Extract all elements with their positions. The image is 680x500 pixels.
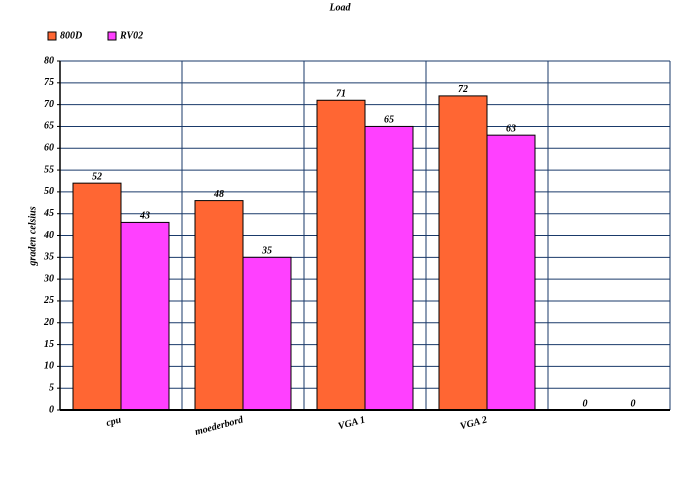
data-label: 71 [336, 89, 346, 100]
data-label: 72 [458, 84, 468, 95]
legend-swatch [107, 31, 117, 41]
y-axis-label: graden celsius [27, 206, 38, 266]
y-tick-label: 75 [44, 77, 54, 88]
x-tick-label: VGA 2 [459, 414, 488, 432]
x-tick-label: cpu [105, 414, 123, 429]
data-label: 43 [139, 211, 150, 222]
y-tick-label: 80 [44, 55, 54, 66]
y-tick-label: 30 [43, 273, 54, 284]
y-tick-label: 60 [44, 143, 54, 154]
y-tick-label: 0 [49, 404, 54, 415]
data-label: 48 [213, 189, 224, 200]
y-tick-label: 70 [44, 99, 54, 110]
bar [486, 134, 536, 411]
legend-swatch [47, 31, 57, 41]
bar [364, 125, 414, 411]
y-tick-label: 20 [43, 317, 54, 328]
data-label: 52 [92, 171, 102, 182]
legend-label: RV02 [119, 30, 143, 41]
chart-title: Load [328, 2, 351, 13]
y-tick-label: 45 [43, 208, 54, 219]
data-label: 65 [384, 115, 394, 126]
y-tick-label: 15 [44, 339, 54, 350]
y-tick-label: 25 [43, 295, 54, 306]
y-tick-label: 10 [44, 361, 54, 372]
data-label: 0 [631, 398, 636, 409]
y-tick-label: 5 [49, 382, 54, 393]
y-tick-label: 50 [44, 186, 54, 197]
data-label: 63 [506, 123, 516, 134]
bar [316, 99, 366, 411]
bar [194, 200, 244, 411]
legend-label: 800D [60, 30, 82, 41]
x-tick-label: moederbord [194, 414, 246, 438]
y-tick-label: 65 [44, 121, 54, 132]
data-label: 35 [261, 246, 272, 257]
bar [72, 182, 122, 411]
x-tick-label: VGA 1 [337, 414, 366, 432]
bar [120, 221, 170, 411]
bar [242, 256, 292, 411]
data-label: 0 [583, 398, 588, 409]
y-tick-label: 55 [44, 164, 54, 175]
y-tick-label: 35 [43, 252, 54, 263]
bar [438, 95, 488, 411]
y-tick-label: 40 [43, 230, 54, 241]
